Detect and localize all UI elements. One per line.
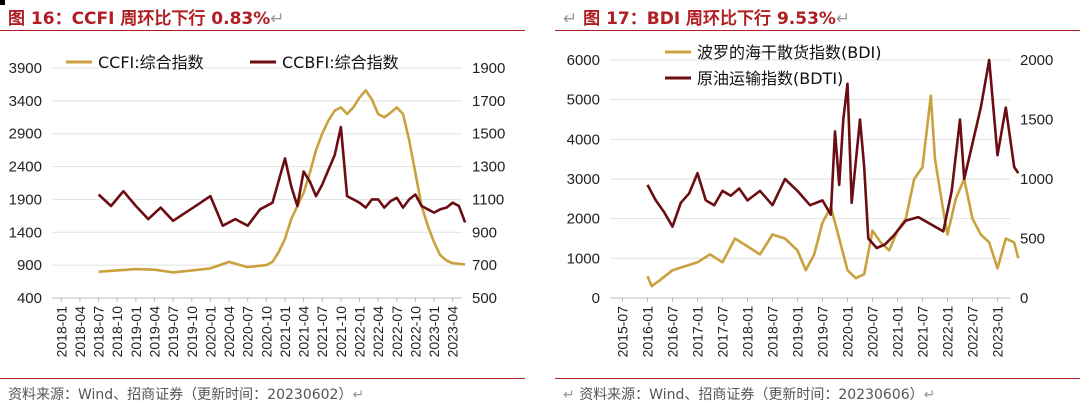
x-tick-label: 2020-01 [202,306,218,358]
x-tick-label: 2019-10 [184,306,200,358]
source-text: 资料来源：Wind、招商证券（更新时间：20230606） [579,387,924,403]
x-tick-label: 2022-07 [389,306,405,358]
paragraph-mark-icon: ↵ [270,9,285,29]
figure-17-panel: ↵ 图 17：BDI 周环比下行 9.53%↵ 0 1000 2000 3000 400… [555,0,1080,417]
x-tick-label: 2021-04 [296,306,312,358]
x-tick-label: 2020-10 [258,306,274,358]
y-right-tick-label: 1100 [472,191,504,208]
source-note: 资料来源：Wind、招商证券（更新时间：20230602）↵ [8,384,364,404]
x-tick-label: 2015-07 [615,306,631,358]
x-tick-label: 2021-07 [915,306,931,358]
source-rule [0,378,525,379]
title-rule [0,30,525,31]
figure-16-panel: 图 16：CCFI 周环比下行 0.83%↵ 400 900 1400 1900 240… [0,0,525,417]
y-right-tick-label: 2000 [1020,52,1053,69]
legend-label: 波罗的海干散货指数(BDI) [697,43,882,62]
series-line-secondary [646,58,1020,250]
y-right-tick-label: 500 [472,290,497,307]
x-tick-label: 2022-10 [407,306,423,358]
x-tick-label: 2018-04 [72,306,88,358]
x-tick-label: 2018-07 [765,306,781,358]
y-left-tick-label: 2400 [9,159,42,176]
x-tick-label: 2023-01 [426,306,442,358]
series-line-primary [98,88,466,274]
paragraph-mark-icon: ↵ [923,387,936,403]
x-tick-label: 2018-01 [740,306,756,358]
x-tick-label: 2020-07 [240,306,256,358]
y-left-tick-label: 3000 [567,171,600,188]
y-left-tick-label: 0 [592,290,600,307]
x-tick-label: 2021-01 [890,306,906,358]
y-left-tick-label: 1400 [9,224,42,241]
y-left-tick-label: 2900 [9,126,42,143]
x-tick-label: 2019-01 [128,306,144,358]
y-left-tick-label: 400 [17,290,42,307]
y-left-tick-label: 6000 [567,52,600,69]
x-tick-label: 2020-07 [865,306,881,358]
x-tick-label: 2020-01 [840,306,856,358]
y-left-tick-label: 1900 [9,191,42,208]
figure-title: ↵ 图 17：BDI 周环比下行 9.53%↵ [563,4,850,29]
y-right-tick-label: 0 [1020,290,1028,307]
y-right-tick-label: 1500 [472,126,505,143]
x-tick-label: 2021-01 [277,306,293,358]
paragraph-mark-icon: ↵ [563,387,575,403]
y-left-tick-label: 1000 [567,250,600,267]
x-tick-label: 2019-01 [790,306,806,358]
y-right-tick-label: 1500 [1020,112,1053,129]
x-tick-label: 2022-04 [370,306,386,358]
x-tick-label: 2021-07 [314,306,330,358]
legend-label: CCFI:综合指数 [98,53,204,72]
y-right-tick-label: 900 [472,224,497,241]
x-tick-label: 2021-10 [333,306,349,358]
x-tick-label: 2019-07 [165,306,181,358]
figure-title-text: 图 17：BDI 周环比下行 9.53% [583,9,836,29]
x-tick-label: 2022-07 [965,306,981,358]
y-right-tick-label: 1300 [472,159,505,176]
ccfi-ccbfi-chart: 400 900 1400 1900 2400 2900 3400 3900 500 700 900 1… [9,53,506,358]
x-tick-label: 2022-01 [352,306,368,358]
legend-label: 原油运输指数(BDTI) [697,69,843,88]
figure-title-text: 图 16：CCFI 周环比下行 0.83% [8,9,271,29]
legend-label: CCBFI:综合指数 [282,53,399,72]
x-tick-label: 2023-01 [990,306,1006,358]
x-tick-label: 2018-01 [53,306,69,358]
figure-title: 图 16：CCFI 周环比下行 0.83%↵ [8,4,285,29]
y-left-tick-label: 3400 [9,93,42,110]
y-left-tick-label: 3900 [9,60,42,77]
source-note: ↵ 资料来源：Wind、招商证券（更新时间：20230606）↵ [563,384,935,404]
y-left-tick-label: 2000 [567,211,600,228]
y-left-tick-label: 900 [17,257,42,274]
y-left-tick-label: 5000 [567,92,600,109]
y-right-tick-label: 1900 [472,60,505,77]
x-tick-label: 2019-04 [147,306,163,358]
x-tick-label: 2016-07 [665,306,681,358]
x-tick-label: 2020-04 [221,306,237,358]
title-rule [555,30,1080,31]
y-right-tick-label: 1000 [1020,171,1053,188]
paragraph-mark-icon: ↵ [352,387,365,403]
paragraph-mark-icon: ↵ [835,9,851,29]
x-tick-label: 2018-10 [109,306,125,358]
y-left-tick-label: 4000 [567,131,600,148]
x-tick-label: 2017-01 [690,306,706,358]
x-tick-label: 2018-07 [91,306,107,358]
x-tick-label: 2016-01 [640,306,656,358]
bdi-bdti-chart: 0 1000 2000 3000 4000 5000 6000 0 500 1000 1500 200… [567,43,1054,358]
source-rule [555,378,1080,379]
y-right-tick-label: 500 [1020,231,1045,248]
x-tick-label: 2019-07 [815,306,831,358]
y-right-tick-label: 1700 [472,93,505,110]
corner-marker [0,0,5,5]
y-right-tick-label: 700 [472,257,497,274]
series-line-primary [646,94,1020,288]
source-text: 资料来源：Wind、招商证券（更新时间：20230602） [8,387,353,403]
paragraph-mark-icon: ↵ [563,9,578,29]
x-tick-label: 2022-01 [940,306,956,358]
x-tick-label: 2023-04 [445,306,461,358]
x-tick-label: 2017-07 [715,306,731,358]
series-line-secondary [97,125,467,227]
